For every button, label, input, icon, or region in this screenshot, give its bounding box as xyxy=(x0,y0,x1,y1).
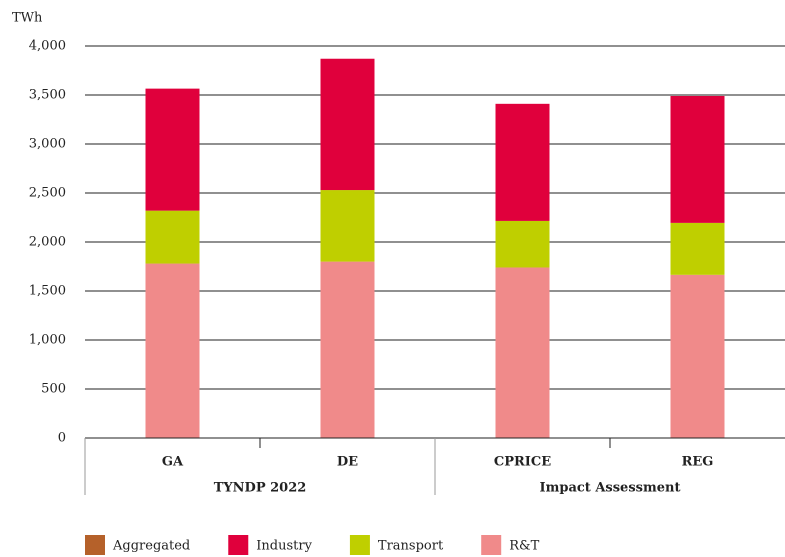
legend-label: Transport xyxy=(378,539,444,554)
y-tick-label: 2,000 xyxy=(29,235,66,250)
x-tick-label: GA xyxy=(162,455,184,470)
bar-segment xyxy=(670,95,725,223)
y-tick-label: 4,000 xyxy=(29,39,66,54)
group-label: TYNDP 2022 xyxy=(214,481,307,496)
y-tick-label: 3,500 xyxy=(29,88,66,103)
bar-segment xyxy=(320,261,375,438)
y-tick-label: 500 xyxy=(41,382,66,397)
bar-segment xyxy=(145,88,200,211)
bar-segment xyxy=(145,210,200,264)
y-tick-label: 0 xyxy=(58,431,66,446)
legend-swatch xyxy=(481,535,502,555)
bar-segment xyxy=(670,274,725,438)
x-tick-label: CPRICE xyxy=(494,455,551,470)
bar-segment xyxy=(495,220,550,268)
bar-segment xyxy=(495,267,550,438)
bar-segment xyxy=(145,263,200,438)
bar-segment xyxy=(495,103,550,221)
legend-swatch xyxy=(349,535,370,555)
y-tick-label: 1,500 xyxy=(29,284,66,299)
y-axis-label: TWh xyxy=(12,11,43,26)
y-tick-label: 2,500 xyxy=(29,186,66,201)
legend-label: Industry xyxy=(256,539,312,554)
bar-segment xyxy=(320,190,375,262)
group-label: Impact Assessment xyxy=(540,481,681,496)
x-tick-label: REG xyxy=(682,455,714,470)
legend-label: Aggregated xyxy=(112,539,190,554)
x-tick-label: DE xyxy=(337,455,358,470)
legend-swatch xyxy=(85,535,105,555)
bar-segment xyxy=(320,58,375,191)
legend-label: R&T xyxy=(509,539,539,554)
y-tick-label: 3,000 xyxy=(29,137,66,152)
legend-swatch xyxy=(228,535,249,555)
y-tick-label: 1,000 xyxy=(29,333,66,348)
bar-segment xyxy=(670,222,725,275)
